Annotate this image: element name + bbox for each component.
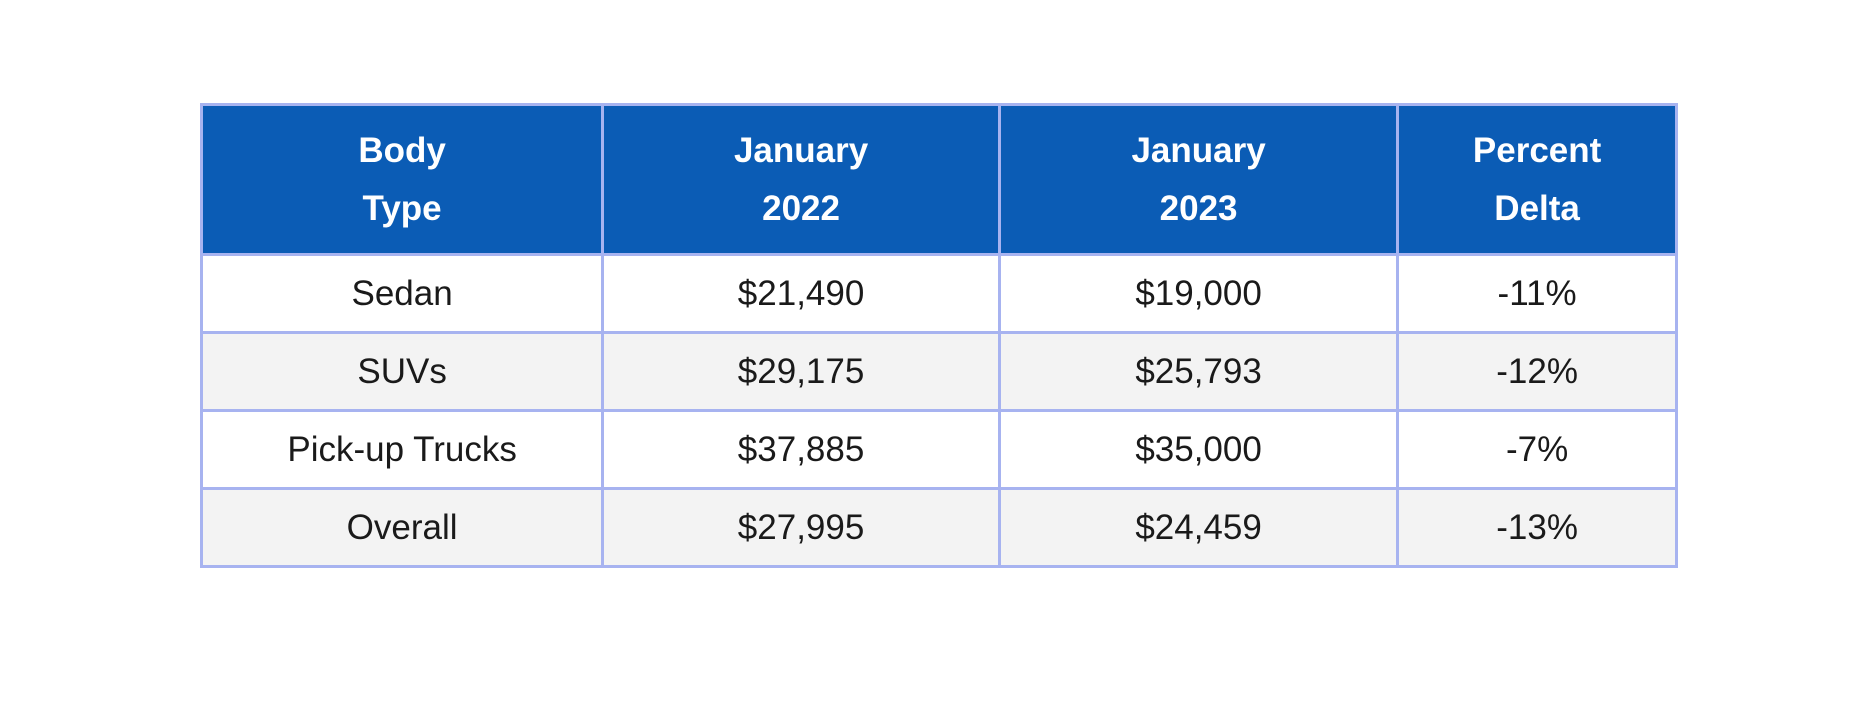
cell-percent-delta: -11% — [1396, 253, 1678, 334]
cell-january-2022: $27,995 — [601, 487, 1001, 568]
cell-percent-delta: -13% — [1396, 487, 1678, 568]
cell-january-2022: $37,885 — [601, 409, 1001, 490]
cell-body-type: Overall — [199, 487, 605, 568]
cell-january-2023: $35,000 — [997, 409, 1400, 490]
cell-body-type: Pick-up Trucks — [199, 409, 605, 490]
cell-body-type: Sedan — [199, 253, 605, 334]
header-body-type: Body Type — [199, 103, 605, 256]
header-january-2022: January 2022 — [601, 103, 1001, 256]
vehicle-price-comparison-table: Body Type January 2022 January 2023 Perc… — [199, 103, 1678, 568]
cell-january-2023: $19,000 — [997, 253, 1400, 334]
cell-january-2023: $25,793 — [997, 331, 1400, 412]
header-january-2023: January 2023 — [997, 103, 1400, 256]
header-row: Body Type January 2022 January 2023 Perc… — [199, 103, 1678, 256]
header-percent-delta: Percent Delta — [1396, 103, 1678, 256]
table-row-pickup-trucks: Pick-up Trucks $37,885 $35,000 -7% — [199, 409, 1678, 490]
table-row-suvs: SUVs $29,175 $25,793 -12% — [199, 331, 1678, 412]
cell-january-2022: $29,175 — [601, 331, 1001, 412]
cell-percent-delta: -12% — [1396, 331, 1678, 412]
cell-january-2022: $21,490 — [601, 253, 1001, 334]
cell-january-2023: $24,459 — [997, 487, 1400, 568]
table-row-overall: Overall $27,995 $24,459 -13% — [199, 487, 1678, 568]
table-row-sedan: Sedan $21,490 $19,000 -11% — [199, 253, 1678, 334]
cell-body-type: SUVs — [199, 331, 605, 412]
cell-percent-delta: -7% — [1396, 409, 1678, 490]
